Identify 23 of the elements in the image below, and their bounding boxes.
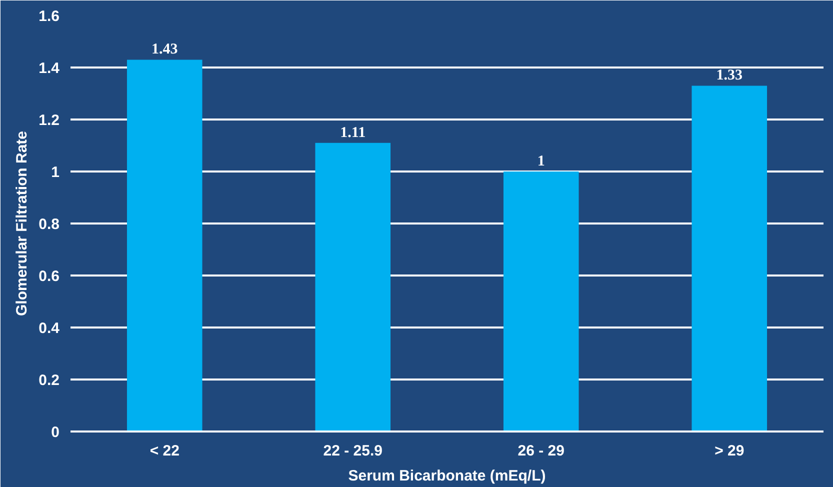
y-tick-label: 0.8 <box>38 216 60 233</box>
y-tick-label: 0.2 <box>38 372 60 389</box>
x-tick-label: 22 - 25.9 <box>323 442 382 460</box>
x-tick-label: < 22 <box>150 442 180 460</box>
y-tick-label: 0 <box>51 424 60 441</box>
data-label: 1.33 <box>716 68 742 84</box>
bar <box>315 142 391 432</box>
data-label: 1 <box>537 154 545 170</box>
data-label: 1.11 <box>340 124 366 141</box>
y-tick-label: 1 <box>51 164 60 181</box>
y-tick-label: 0.6 <box>38 268 60 285</box>
x-tick-label: > 29 <box>714 442 744 460</box>
y-axis-title: Glomerular Filtration Rate <box>14 130 31 316</box>
y-tick-label: 0.4 <box>38 320 60 337</box>
y-tick-label: 1.4 <box>38 60 60 77</box>
data-label: 1.43 <box>152 42 178 58</box>
bar <box>503 172 579 432</box>
x-tick-label: 26 - 29 <box>518 442 564 460</box>
bar <box>126 60 202 432</box>
y-tick-label: 1.6 <box>38 8 60 25</box>
y-tick-label: 1.2 <box>38 112 60 129</box>
bar <box>692 86 768 432</box>
x-axis-title: Serum Bicarbonate (mEq/L) <box>348 468 546 484</box>
